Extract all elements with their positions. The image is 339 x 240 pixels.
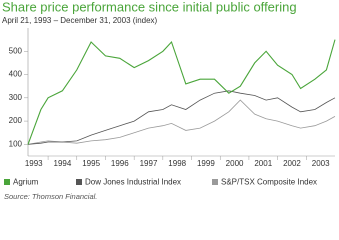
legend-label: Agrium (13, 178, 39, 187)
x-tick-label: 1998 (168, 159, 186, 168)
x-tick-label: 2001 (254, 159, 272, 168)
x-tick-label: 1995 (82, 159, 100, 168)
series-line (27, 39, 336, 145)
x-tick-label: 1994 (54, 159, 72, 168)
x-tick-label: 1996 (111, 159, 129, 168)
x-tick-label: 2003 (312, 159, 330, 168)
legend-swatch (212, 179, 218, 185)
y-tick-label: 200 (9, 116, 23, 125)
x-tick-label: 2000 (226, 159, 244, 168)
y-tick-label: 100 (9, 139, 23, 148)
legend-swatch (4, 179, 10, 185)
y-tick-label: 500 (9, 46, 23, 55)
chart-title: Share price performance since initial pu… (2, 0, 297, 14)
y-tick-label: 300 (9, 93, 23, 102)
x-tick-label: 1999 (197, 159, 215, 168)
x-tick-label: 1997 (140, 159, 158, 168)
legend-swatch (76, 179, 82, 185)
chart-subtitle: April 21, 1993 – December 31, 2003 (inde… (2, 16, 158, 25)
x-tick-label: 2002 (283, 159, 301, 168)
y-tick-label: 400 (9, 70, 23, 79)
x-tick-label: 1993 (25, 159, 43, 168)
series-line (27, 99, 336, 145)
source-note: Source: Thomson Financial. (4, 192, 97, 201)
series-line (27, 90, 336, 145)
legend-label: S&P/TSX Composite Index (221, 178, 317, 187)
legend-label: Dow Jones Industrial Index (85, 178, 181, 187)
chart: Share price performance since initial pu… (2, 0, 336, 201)
